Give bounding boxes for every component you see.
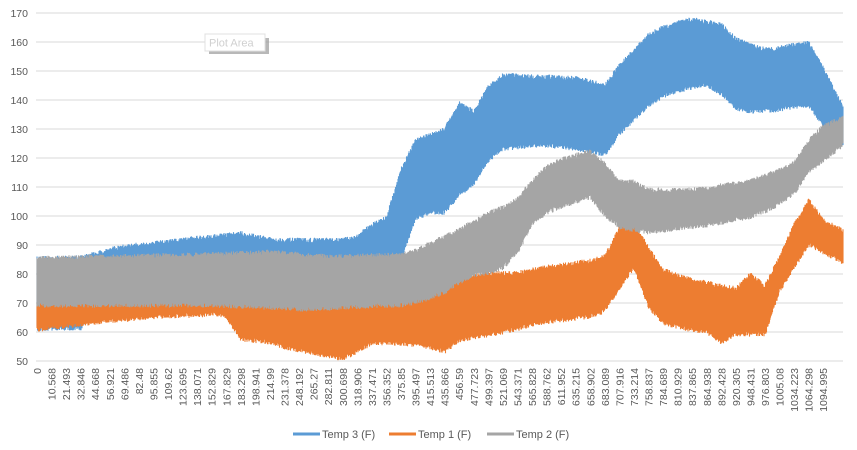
x-tick-label: 456.59 [454, 368, 466, 400]
legend-label: Temp 2 (F) [516, 429, 569, 441]
x-tick-label: 82.48 [134, 368, 146, 394]
x-tick-label: 588.762 [542, 368, 554, 406]
x-tick-label: 635.215 [571, 368, 583, 406]
x-tick-label: 375.85 [396, 368, 408, 400]
x-tick-label: 231.378 [280, 368, 292, 406]
plot-series[interactable] [36, 17, 844, 361]
x-tick-label: 138.071 [192, 368, 204, 406]
x-tick-label: 248.192 [294, 368, 306, 406]
legend-item[interactable]: Temp 1 (F) [389, 429, 471, 441]
x-tick-label: 282.811 [323, 368, 335, 405]
x-tick-label: 521.069 [498, 368, 510, 406]
x-tick-label: 477.723 [469, 368, 481, 406]
x-tick-label: 152.829 [207, 368, 219, 406]
x-tick-label: 265.27 [309, 368, 321, 400]
x-tick-label: 499.397 [483, 368, 495, 406]
x-tick-label: 658.902 [585, 368, 597, 406]
x-tick-label: 32.846 [76, 368, 88, 400]
plot-area-tooltip: Plot Area [204, 33, 269, 54]
x-tick-label: 10.568 [47, 368, 59, 400]
tooltip-text: Plot Area [209, 38, 255, 50]
x-tick-label: 864.938 [702, 368, 714, 406]
x-tick-label: 976.803 [760, 368, 772, 406]
x-tick-label: 56.921 [105, 368, 117, 400]
y-tick-label: 50 [16, 356, 28, 368]
y-tick-label: 130 [10, 124, 28, 136]
x-tick-label: 810.929 [673, 368, 685, 406]
x-tick-label: 837.865 [687, 368, 699, 406]
x-tick-label: 683.089 [600, 368, 612, 406]
y-tick-label: 60 [16, 327, 28, 339]
x-tick-label: 167.829 [221, 368, 233, 406]
x-tick-label: 183.298 [236, 368, 248, 406]
y-tick-label: 80 [16, 269, 28, 281]
x-tick-label: 123.695 [178, 368, 190, 406]
y-tick-label: 150 [10, 66, 28, 78]
legend-label: Temp 3 (F) [322, 429, 375, 441]
y-tick-label: 100 [10, 211, 28, 223]
legend-label: Temp 1 (F) [418, 429, 471, 441]
y-tick-label: 160 [10, 37, 28, 49]
x-tick-label: 337.471 [367, 368, 379, 406]
x-tick-label: 44.668 [90, 368, 102, 400]
y-tick-label: 110 [11, 182, 28, 194]
x-tick-label: 1005.08 [775, 368, 787, 406]
x-tick-label: 95.855 [148, 368, 160, 400]
x-tick-label: 1064.298 [804, 368, 816, 412]
x-tick-label: 69.486 [119, 368, 131, 400]
x-tick-label: 543.371 [512, 368, 524, 406]
y-tick-label: 70 [16, 298, 28, 310]
x-tick-label: 920.305 [731, 368, 743, 406]
x-tick-label: 733.214 [629, 368, 641, 406]
x-tick-label: 356.352 [381, 368, 393, 406]
y-axis-ticks: 50 60 70 80 90 100 110 120 130 140 150 160 170 [10, 8, 28, 368]
x-tick-label: 435.866 [440, 368, 452, 406]
x-tick-label: 1094.995 [818, 368, 830, 412]
x-tick-label: 415.513 [425, 368, 437, 406]
x-tick-label: 707.916 [614, 368, 626, 406]
x-tick-label: 300.698 [338, 368, 350, 406]
series-temp-2-f[interactable] [36, 115, 844, 312]
x-tick-label: 892.428 [716, 368, 728, 406]
x-tick-label: 109.62 [163, 368, 175, 400]
legend-item[interactable]: Temp 2 (F) [487, 429, 569, 441]
x-tick-label: 784.689 [658, 368, 670, 406]
y-tick-label: 120 [10, 153, 28, 165]
x-tick-label: 21.493 [61, 368, 73, 400]
x-tick-label: 565.828 [527, 368, 539, 406]
x-tick-label: 0 [32, 368, 44, 374]
y-tick-label: 90 [16, 240, 28, 252]
x-tick-label: 395.497 [411, 368, 423, 406]
y-tick-label: 170 [10, 8, 28, 20]
x-tick-label: 198.941 [250, 368, 262, 406]
x-tick-label: 948.431 [745, 368, 757, 406]
x-tick-label: 318.906 [352, 368, 364, 406]
x-tick-label: 1034.223 [789, 368, 801, 412]
x-tick-label: 214.99 [265, 368, 277, 400]
x-axis-ticks: 0 10.568 21.493 32.846 44.668 56.921 69.486 82.… [32, 368, 830, 412]
legend-item[interactable]: Temp 3 (F) [293, 429, 375, 441]
y-tick-label: 140 [10, 95, 28, 107]
series-band[interactable] [36, 115, 844, 312]
legend[interactable]: Temp 3 (F) Temp 1 (F) Temp 2 (F) [293, 429, 569, 441]
x-tick-label: 611.952 [556, 368, 568, 405]
x-tick-label: 758.837 [644, 368, 656, 406]
